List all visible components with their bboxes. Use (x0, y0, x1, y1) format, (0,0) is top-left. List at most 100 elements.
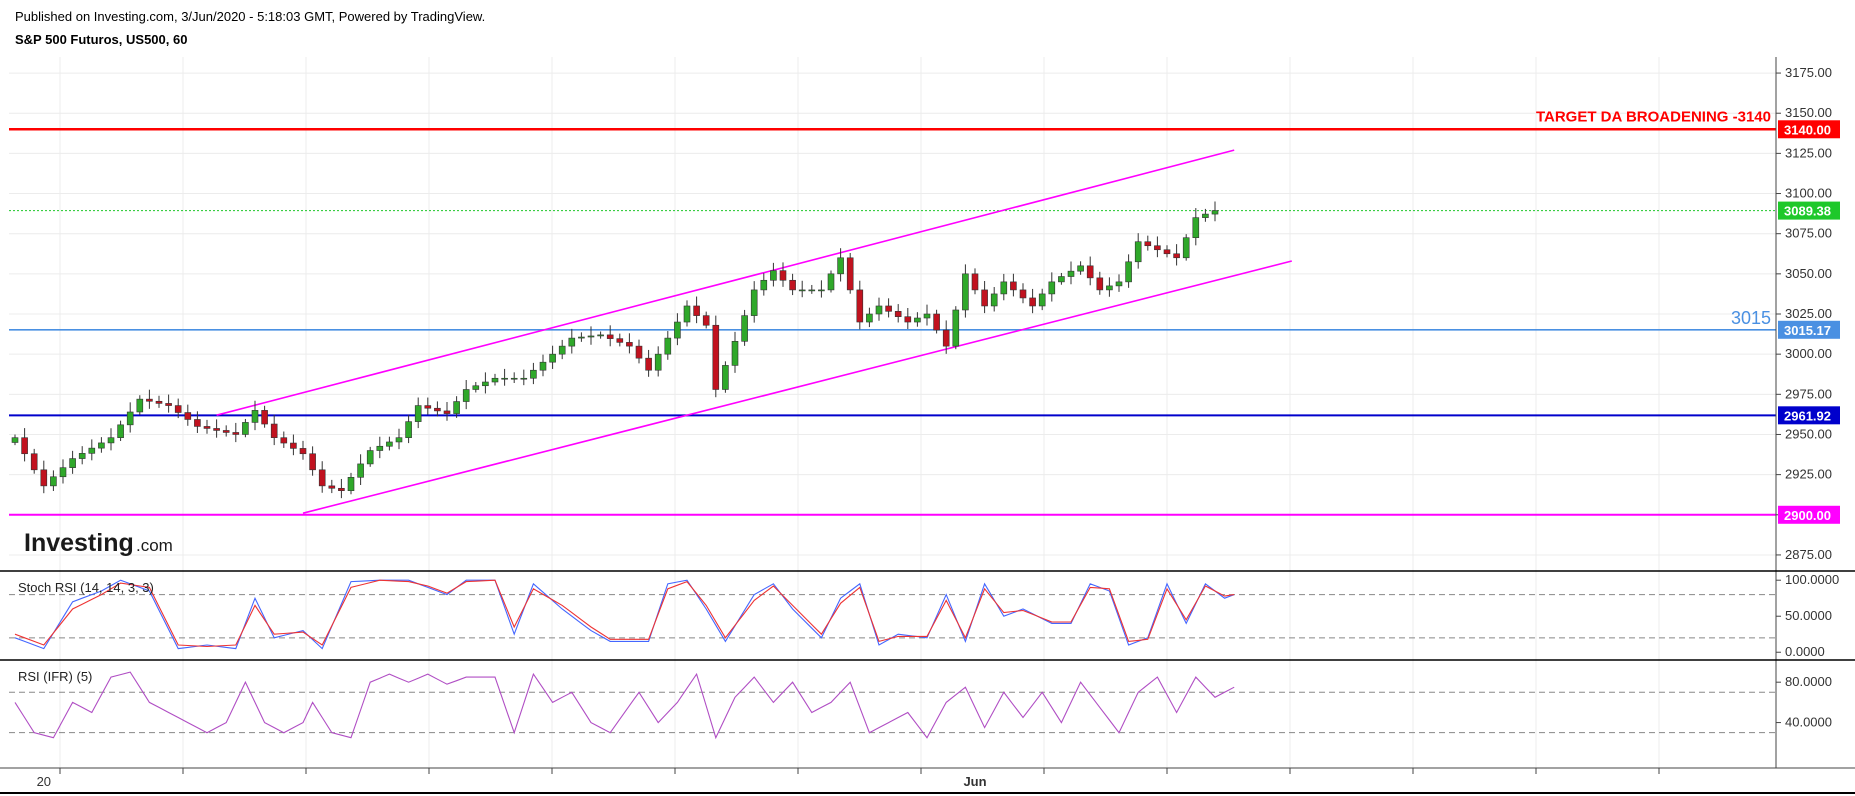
rsi-tick-label: 80.0000 (1785, 674, 1832, 689)
candle-body (645, 357, 652, 371)
stoch-rsi-lines (14, 579, 1235, 650)
candle-body (338, 487, 345, 491)
candle-body (962, 273, 969, 311)
candle-body (875, 305, 883, 315)
candle-body (904, 316, 912, 323)
candle (30, 448, 38, 474)
candle (424, 397, 432, 415)
candle-body (242, 422, 249, 435)
candle-body (501, 377, 508, 380)
candle-body (30, 453, 38, 471)
candle-body (251, 410, 259, 423)
candle (462, 379, 470, 410)
grid (9, 57, 1776, 768)
candle (856, 280, 864, 330)
price-tick-label: 3125.00 (1785, 145, 1832, 160)
stoch-tick-label: 0.0000 (1785, 644, 1825, 659)
candle-body (510, 377, 518, 380)
candle-body (1211, 210, 1219, 215)
candle-body (981, 289, 988, 307)
candle-body (21, 437, 28, 455)
candle-body (386, 441, 393, 447)
candle (885, 298, 892, 318)
candle-body (1029, 297, 1036, 307)
candle (1019, 283, 1027, 304)
horizontal-levels: TARGET DA BROADENING -3140 3015 (9, 108, 1776, 516)
candle-body (107, 437, 115, 444)
candle (798, 280, 806, 298)
candle (318, 461, 326, 493)
published-info: Published on Investing.com, 3/Jun/2020 -… (15, 9, 486, 24)
rsi-line (14, 671, 1235, 740)
candle-body (69, 458, 76, 468)
candle-body (203, 426, 211, 429)
candle (386, 436, 393, 451)
stoch-k-line (14, 579, 1235, 650)
candle (587, 326, 595, 345)
candle (376, 436, 384, 459)
price-axis[interactable]: 2875.00 2900.00 2925.00 2950.00 2975.00 3000.… (1776, 65, 1839, 730)
candle (568, 328, 576, 354)
candle (645, 349, 652, 377)
candle-body (558, 345, 566, 355)
time-tick-label: 20 (37, 774, 51, 789)
chart-frame (0, 57, 1855, 794)
candle (722, 361, 729, 393)
candle (626, 333, 633, 354)
candle (434, 401, 441, 417)
candle-body (789, 279, 796, 291)
candle-body (1048, 281, 1056, 295)
candle (539, 354, 547, 377)
candle (222, 425, 230, 437)
time-axis[interactable]: 20 Jun (37, 768, 1660, 789)
candle (184, 404, 192, 426)
candle-body (1173, 253, 1180, 259)
candle-body (914, 317, 921, 323)
candle-body (597, 334, 604, 337)
candle-body (126, 411, 134, 426)
candle (1154, 236, 1161, 258)
candle (1067, 261, 1075, 285)
candle-body (846, 257, 854, 291)
candle (942, 320, 950, 354)
candle (808, 284, 816, 294)
investing-logo: Investing .com (24, 529, 173, 557)
candle-body (78, 453, 86, 459)
price-tick-label: 2875.00 (1785, 547, 1832, 562)
candle (78, 446, 86, 465)
candle (1173, 244, 1180, 266)
candle (126, 402, 134, 433)
candle (1115, 274, 1123, 292)
candle (510, 372, 518, 383)
candle (837, 248, 844, 282)
candle-body (1115, 281, 1123, 287)
candle (1202, 208, 1209, 222)
candle (520, 369, 528, 386)
candle (405, 414, 412, 444)
candle (1134, 233, 1142, 269)
candle-body (568, 337, 576, 347)
candle-body (376, 445, 384, 451)
candle (1010, 273, 1017, 297)
price-tag-label: 3089.38 (1784, 204, 1831, 219)
candle-body (818, 289, 825, 292)
candle (280, 431, 288, 448)
candle-body (779, 270, 787, 281)
candle (1144, 235, 1152, 251)
candle-body (1182, 237, 1190, 259)
candle-body (453, 401, 460, 414)
indicator-guides (9, 594, 1776, 734)
candle (366, 446, 374, 467)
candle (846, 253, 854, 294)
price-tag (1778, 201, 1840, 220)
candle (136, 395, 144, 416)
price-tag (1778, 120, 1840, 139)
rsi-tick-label: 40.0000 (1785, 715, 1832, 730)
channel-line (302, 260, 1292, 514)
candle-body (482, 381, 489, 387)
candle-body (165, 403, 172, 406)
symbol-title: S&P 500 Futuros, US500, 60 (15, 32, 188, 47)
candle (578, 332, 585, 342)
candle (866, 307, 873, 328)
